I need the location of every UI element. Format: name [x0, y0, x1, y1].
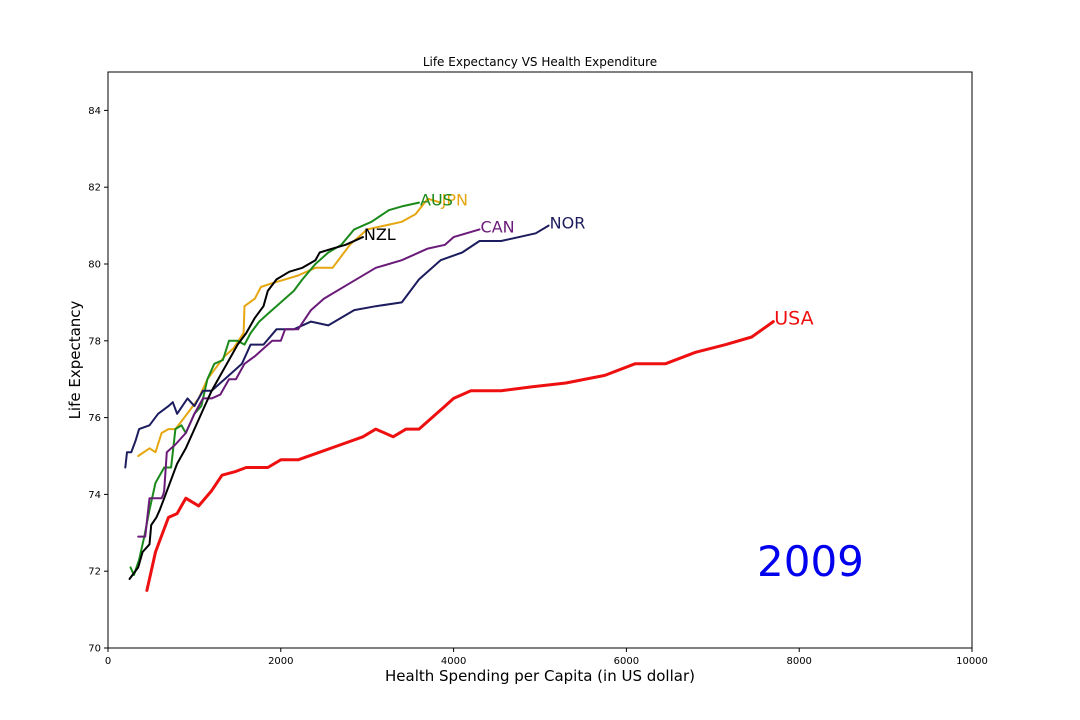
x-axis-label: Health Spending per Capita (in US dollar… [385, 667, 695, 685]
y-tick-label: 78 [88, 336, 101, 347]
y-tick-label: 74 [88, 490, 101, 501]
x-tick-label: 0 [105, 656, 111, 667]
series-label-aus: AUS [420, 191, 453, 210]
series-line-usa [145, 320, 775, 592]
x-tick-label: 10000 [956, 656, 988, 667]
y-tick-label: 80 [88, 260, 101, 271]
x-tick-label: 2000 [268, 656, 293, 667]
y-tick-label: 70 [88, 644, 101, 655]
y-tick-label: 72 [88, 567, 101, 578]
x-tick-label: 8000 [786, 656, 811, 667]
series-line-jpn [137, 197, 442, 457]
plot-frame [107, 71, 973, 649]
y-tick-label: 82 [88, 183, 101, 194]
series-line-can [137, 228, 481, 538]
axis-layer: 0 2000 4000 6000 8000 10000 70 72 74 76 78 80 82 84 [88, 106, 988, 667]
chart-title: Life Expectancy VS Health Expenditure [423, 55, 657, 69]
series-label-jpn: JPN [441, 191, 468, 210]
y-tick-label: 84 [88, 106, 101, 117]
x-tick-label: 4000 [441, 656, 466, 667]
series-label-can: CAN [481, 217, 515, 236]
y-tick-label: 76 [88, 413, 101, 424]
series-label-nzl: NZL [364, 225, 396, 244]
year-annotation: 2009 [757, 537, 864, 586]
series-line-aus [129, 201, 420, 576]
series-label-nor: NOR [550, 214, 586, 233]
series-label-usa: USA [774, 308, 813, 330]
series-line-nzl [128, 236, 364, 580]
y-axis-label: Life Expectancy [66, 300, 84, 419]
x-tick-label: 6000 [614, 656, 639, 667]
series-line-nor [124, 224, 550, 469]
